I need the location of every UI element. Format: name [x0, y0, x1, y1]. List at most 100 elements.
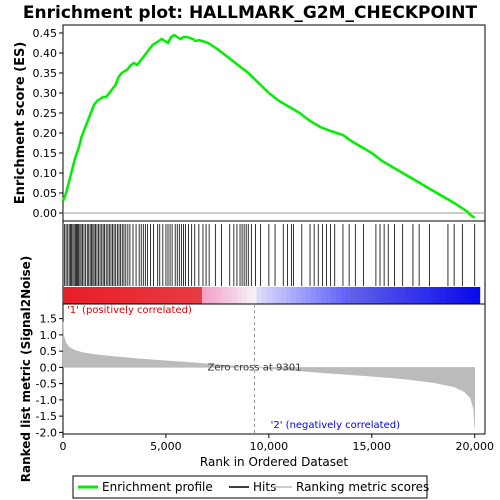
color-bar-segment: [320, 287, 327, 304]
color-bar-segment: [400, 287, 406, 304]
color-bar-segment: [325, 287, 332, 304]
color-bar-segment: [316, 287, 322, 304]
ranking-color-bar: [63, 287, 481, 304]
color-bar-segment: [182, 287, 188, 304]
color-bar-segment: [301, 287, 307, 304]
enrichment-profile-line: [61, 33, 476, 219]
color-bar-segment: [187, 287, 193, 304]
color-bar-segment: [216, 287, 223, 304]
color-bar-segment: [107, 287, 114, 304]
color-bar-segment: [112, 287, 119, 304]
hits-marks: [64, 224, 476, 286]
es-y-tick-label: 0.25: [33, 107, 58, 120]
metric-y-tick-label: -1.5: [36, 410, 57, 423]
color-bar-segment: [221, 287, 228, 304]
color-bar-segment: [449, 287, 456, 304]
metric-y-tick-label: -0.5: [36, 378, 57, 391]
es-y-tick-label: 0.30: [33, 87, 58, 100]
legend-hits-label: Hits: [253, 480, 276, 494]
color-bar-segment: [410, 287, 416, 304]
color-bar-segment: [196, 287, 203, 304]
ranked-metric-area: [62, 321, 475, 428]
color-bar-segment: [464, 287, 471, 304]
color-bar-segment: [340, 287, 347, 304]
x-tick-label: 0: [60, 440, 67, 453]
es-y-axis-label: Enrichment score (ES): [13, 42, 28, 205]
x-tick-label: 5,000: [150, 440, 182, 453]
es-y-tick-label: 0.40: [33, 47, 58, 60]
color-bar-segment: [444, 287, 451, 304]
color-bar-segment: [296, 287, 302, 304]
x-axis: 0 5,000 10,000 15,000 20,000: [60, 434, 494, 453]
color-bar-segment: [231, 287, 238, 304]
metric-y-tick-label: -1.0: [36, 394, 57, 407]
es-panel: [62, 24, 486, 222]
color-bar-segment: [345, 287, 352, 304]
color-bar-segment: [132, 287, 138, 304]
es-y-tick-label: 0.20: [33, 127, 58, 140]
es-y-tick-label: 0.05: [33, 187, 58, 200]
color-bar-segment: [167, 287, 173, 304]
chart-title: Enrichment plot: HALLMARK_G2M_CHECKPOINT: [23, 3, 478, 23]
x-tick-label: 20,000: [455, 440, 494, 453]
legend-box: [72, 475, 428, 499]
color-bar-segment: [77, 287, 84, 304]
color-bar-segment: [206, 287, 213, 304]
color-bar-segment: [420, 287, 426, 304]
es-y-tick-label: 0.35: [33, 67, 58, 80]
color-bar-segment: [271, 287, 277, 304]
color-bar-segment: [435, 287, 441, 304]
color-bar-segment: [172, 287, 178, 304]
color-bar-segment: [192, 287, 198, 304]
color-bar-segment: [142, 287, 148, 304]
color-bar-segment: [266, 287, 272, 304]
color-bar-segment: [469, 287, 476, 304]
color-bar-segment: [355, 287, 362, 304]
color-bar-segment: [395, 287, 401, 304]
color-bar-segment: [474, 287, 481, 304]
color-bar-segment: [330, 287, 337, 304]
color-bar-segment: [211, 287, 218, 304]
metric-y-tick-label: 1.0: [40, 329, 58, 342]
color-bar-segment: [291, 287, 297, 304]
positive-correlation-label: '1' (positively correlated): [67, 305, 192, 316]
color-bar-segment: [177, 287, 183, 304]
color-bar-segment: [157, 287, 163, 304]
es-y-tick-label: 0.10: [33, 167, 58, 180]
zero-cross-label: Zero cross at 9301: [207, 362, 301, 373]
color-bar-segment: [201, 287, 208, 304]
color-bar-segment: [405, 287, 411, 304]
color-bar-segment: [454, 287, 461, 304]
color-bar-segment: [256, 287, 262, 304]
es-y-tick-label: 0.00: [33, 207, 58, 220]
metric-y-axis: -2.0 -1.5 -1.0 -0.5 0.0 0.5 1.0 1.5: [36, 313, 63, 439]
color-bar-segment: [152, 287, 158, 304]
es-y-axis: 0.00 0.05 0.10 0.15 0.20 0.25 0.30 0.35 0.40 0.45: [33, 27, 63, 220]
legend-metric-label: Ranking metric scores: [296, 480, 429, 494]
color-bar-segment: [72, 287, 79, 304]
color-bar-segment: [425, 287, 431, 304]
legend: Enrichment profile Hits Ranking metric s…: [72, 475, 429, 499]
color-bar-segment: [459, 287, 466, 304]
color-bar-segment: [311, 287, 317, 304]
legend-enrichment-label: Enrichment profile: [102, 480, 213, 494]
color-bar-segment: [390, 287, 396, 304]
color-bar-segment: [360, 287, 367, 304]
color-bar-segment: [92, 287, 99, 304]
color-bar-segment: [117, 287, 124, 304]
color-bar-segment: [370, 287, 376, 304]
x-tick-label: 15,000: [353, 440, 392, 453]
color-bar-segment: [147, 287, 153, 304]
color-bar-segment: [102, 287, 109, 304]
color-bar-segment: [365, 287, 372, 304]
color-bar-segment: [236, 287, 243, 304]
color-bar-segment: [246, 287, 252, 304]
negative-correlation-label: '2' (negatively correlated): [271, 420, 400, 431]
color-bar-segment: [281, 287, 287, 304]
metric-y-tick-label: -2.0: [36, 426, 57, 439]
color-bar-segment: [415, 287, 421, 304]
color-bar-segment: [430, 287, 436, 304]
x-axis-label: Rank in Ordered Dataset: [200, 455, 348, 469]
metric-y-tick-label: 0.0: [40, 361, 58, 374]
